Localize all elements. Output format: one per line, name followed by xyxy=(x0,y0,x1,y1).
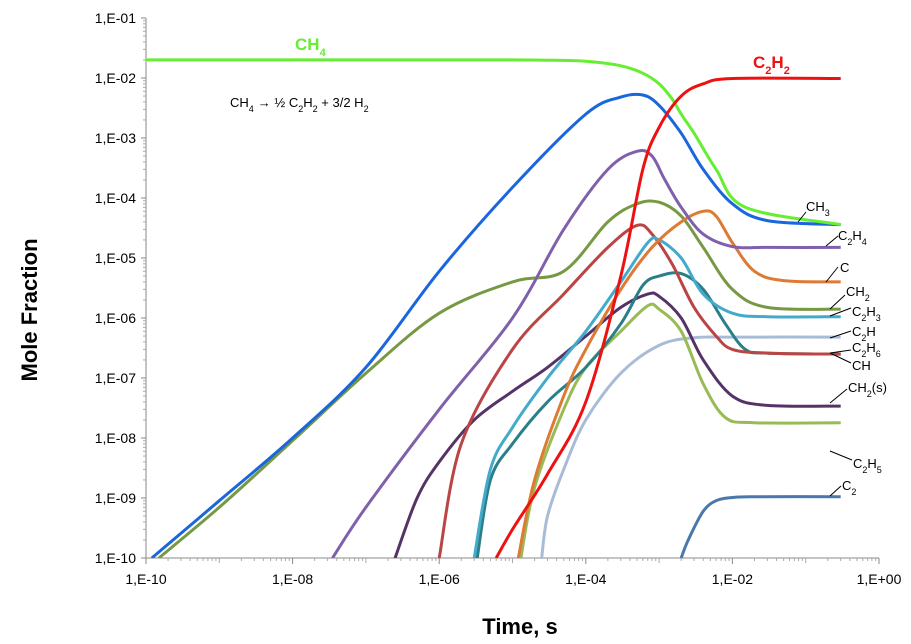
x-tick-label: 1,E-04 xyxy=(565,571,606,587)
y-tick-label: 1,E-06 xyxy=(95,310,136,326)
label-leader xyxy=(829,450,853,461)
series-line-c2h xyxy=(540,335,841,558)
series-label-c2h4: C2H4 xyxy=(838,228,867,247)
series-line-c2 xyxy=(679,495,841,558)
series-label-c2h: C2H xyxy=(852,324,876,343)
series-label-ch: CH xyxy=(852,358,871,373)
y-tick-label: 1,E-04 xyxy=(95,190,136,206)
series-label-c2h2: C2H2 xyxy=(753,53,790,77)
series-line-ch2s xyxy=(393,291,841,558)
y-tick-label: 1,E-09 xyxy=(95,490,136,506)
series-label-c2: C2 xyxy=(842,478,856,497)
series-line-ch xyxy=(475,271,841,558)
x-tick-label: 1,E-02 xyxy=(712,571,753,587)
series-label-c: C xyxy=(840,260,849,275)
label-leader xyxy=(829,485,842,497)
series-line-c2h4 xyxy=(331,148,841,558)
series-label-ch4: CH4 xyxy=(295,35,327,59)
series-label-c2h3: C2H3 xyxy=(852,304,881,323)
label-leader xyxy=(829,307,852,317)
series-line-ch4 xyxy=(146,58,841,227)
label-leader xyxy=(825,235,839,247)
label-leader xyxy=(829,352,852,364)
series-label-ch3: CH3 xyxy=(806,199,830,218)
label-leader xyxy=(829,349,852,354)
x-tick-label: 1,E+00 xyxy=(857,571,902,587)
y-tick-label: 1,E-03 xyxy=(95,130,136,146)
x-tick-label: 1,E-08 xyxy=(272,571,313,587)
y-tick-label: 1,E-05 xyxy=(95,250,136,266)
label-leader xyxy=(829,330,852,339)
y-tick-label: 1,E-07 xyxy=(95,370,136,386)
label-leader xyxy=(829,388,848,404)
series-line-c xyxy=(516,209,841,558)
series-line-ch3 xyxy=(150,92,841,558)
label-leader xyxy=(829,294,846,310)
series-line-c2h5 xyxy=(519,302,841,558)
series-label-c2h6: C2H6 xyxy=(852,340,881,359)
series-lines xyxy=(146,58,841,558)
series-label-c2h5: C2H5 xyxy=(853,456,882,475)
label-leader xyxy=(825,266,839,283)
axes: 1,E-10 1,E-09 1,E-08 1,E-07 1,E-06 1,E-05 1,E-… xyxy=(95,10,902,587)
series-label-ch2: CH2 xyxy=(846,284,870,303)
x-tick-label: 1,E-06 xyxy=(419,571,460,587)
series-label-ch2s: CH2(s) xyxy=(848,380,887,399)
series-line-ch2 xyxy=(157,199,841,558)
series-line-c2h3 xyxy=(472,236,841,558)
x-axis-title: Time, s xyxy=(482,614,557,639)
x-tick-label: 1,E-10 xyxy=(125,571,166,587)
y-tick-label: 1,E-08 xyxy=(95,430,136,446)
series-line-c2h2 xyxy=(494,76,841,558)
y-axis-title: Mole Fraction xyxy=(17,238,42,381)
y-tick-label: 1,E-01 xyxy=(95,10,136,26)
y-tick-label: 1,E-02 xyxy=(95,70,136,86)
label-leader xyxy=(797,211,807,223)
series-line-c2h6 xyxy=(437,223,841,558)
reaction-annotation: CH4 → ½ C2H2 + 3/2 H2 xyxy=(230,95,369,114)
y-tick-label: 1,E-10 xyxy=(95,550,136,566)
